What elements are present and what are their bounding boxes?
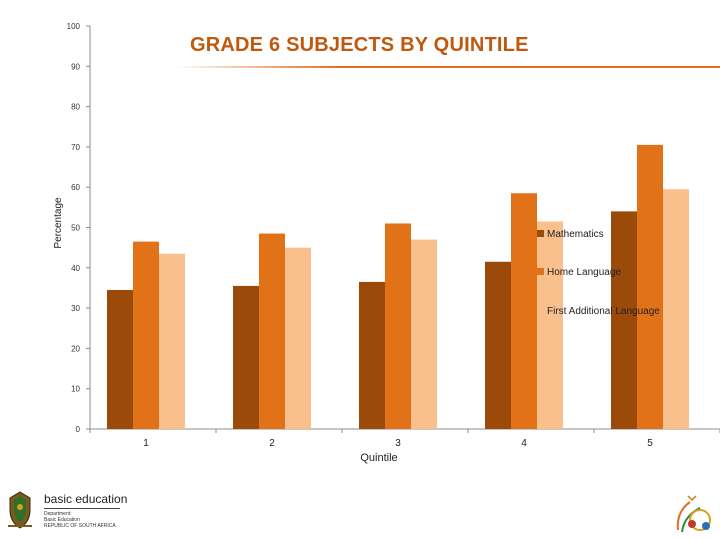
logo-line-department: Department: (44, 511, 72, 517)
anniversary-badge-icon (676, 495, 711, 533)
y-tick-label: 20 (71, 344, 80, 353)
x-tick-label: 4 (521, 438, 527, 449)
title-rule (175, 66, 720, 68)
legend-label: First Additional Language (547, 306, 660, 317)
y-axis-label: Percentage (53, 197, 64, 249)
y-tick-label: 50 (71, 224, 80, 233)
bar (107, 289, 133, 429)
y-tick-label: 80 (71, 103, 80, 112)
x-tick-label: 5 (647, 438, 653, 449)
bar (663, 189, 689, 429)
bar (611, 211, 637, 429)
bar (159, 253, 185, 429)
chart-title: GRADE 6 SUBJECTS BY QUINTILE (190, 34, 529, 56)
bar (485, 261, 511, 429)
bar (359, 281, 385, 429)
y-tick-label: 60 (71, 183, 80, 192)
y-tick-label: 0 (76, 425, 81, 434)
logo-line-republic: REPUBLIC OF SOUTH AFRICA (44, 523, 116, 529)
x-tick-label: 3 (395, 438, 401, 449)
logo-line-basic-education: Basic Education (44, 517, 80, 523)
logo-divider (44, 508, 120, 509)
logo-subtitle: Department: Basic Education REPUBLIC OF … (44, 511, 116, 529)
legend-label: Home Language (547, 267, 621, 278)
x-tick-label: 1 (143, 438, 149, 449)
y-tick-label: 90 (71, 62, 80, 71)
bar (133, 241, 159, 429)
x-tick-label: 2 (269, 438, 275, 449)
y-tick-label: 30 (71, 304, 80, 313)
bar (537, 221, 563, 429)
y-tick-label: 40 (71, 264, 80, 273)
y-tick-label: 10 (71, 385, 80, 394)
legend-swatch (537, 230, 544, 237)
bar (285, 247, 311, 429)
y-tick-label: 100 (67, 22, 81, 31)
coat-of-arms-icon (8, 491, 32, 529)
x-axis-label: Quintile (360, 452, 397, 464)
logo-title: basic education (44, 492, 128, 506)
legend-swatch (537, 307, 544, 314)
bar (385, 223, 411, 429)
bar (233, 285, 259, 429)
legend-label: Mathematics (547, 229, 604, 240)
bar (411, 239, 437, 429)
basic-education-logo: basic education Department: Basic Educat… (4, 488, 134, 536)
legend-swatch (537, 268, 544, 275)
bar (637, 144, 663, 429)
bar (511, 193, 537, 429)
bar (259, 233, 285, 429)
y-tick-label: 70 (71, 143, 80, 152)
